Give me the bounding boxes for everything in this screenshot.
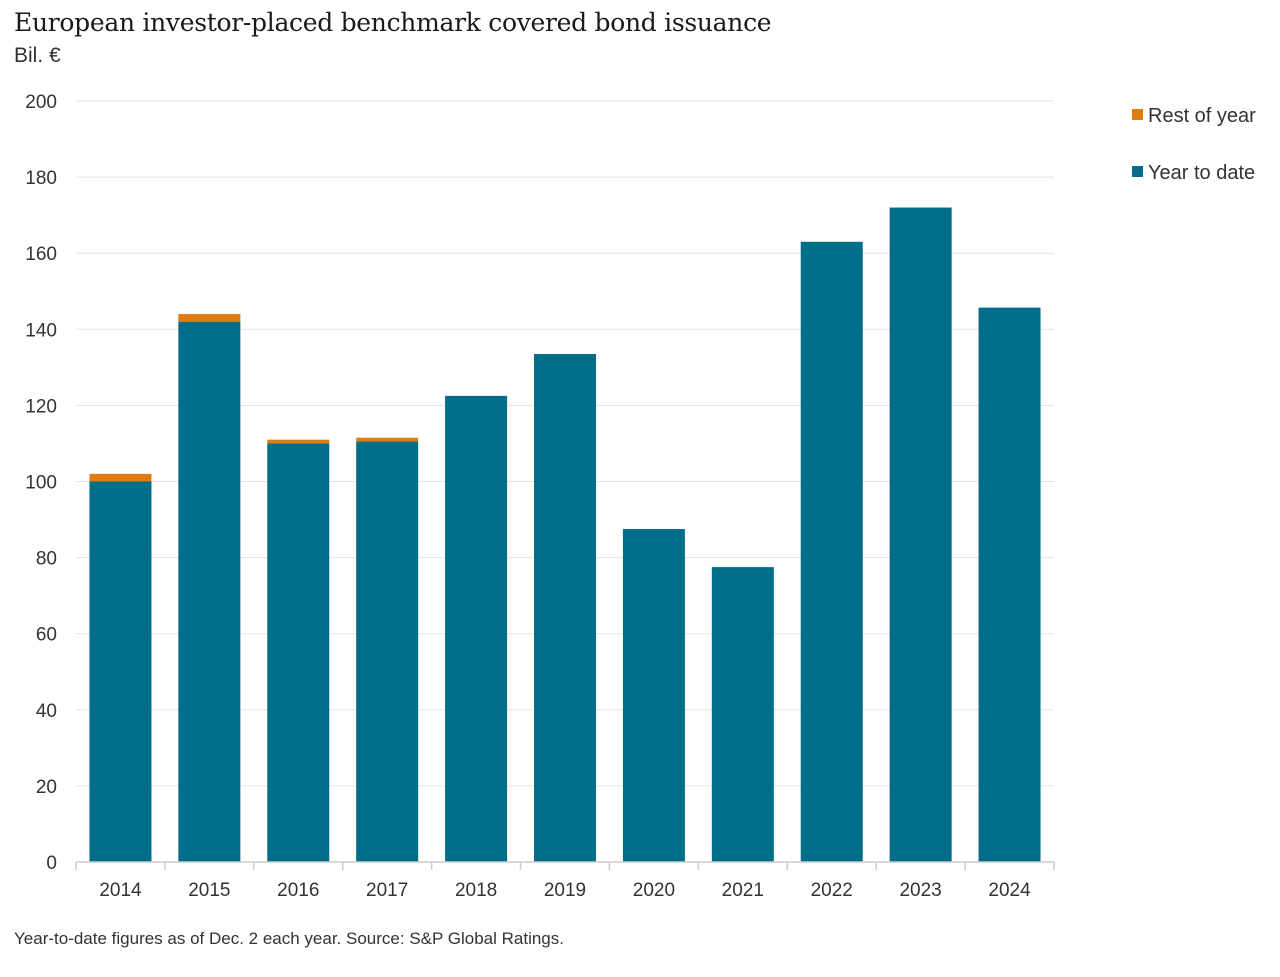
- x-tick-label: 2024: [988, 880, 1031, 901]
- y-tick-label: 180: [25, 168, 57, 189]
- x-axis: 2014 2015 2016 2017 2018 2019 2020 2021 2022 2023…: [75, 861, 1055, 901]
- bar-rest-of-year: [178, 314, 241, 322]
- x-tick-label: 2023: [899, 880, 941, 901]
- y-axis-ticks: 0 20 40 60 80 100 120 140 160 180 200: [25, 92, 57, 874]
- legend: Rest of year Year to date: [1132, 105, 1256, 184]
- bar-year-to-date: [622, 529, 685, 862]
- bar-year-to-date: [178, 321, 241, 862]
- legend-swatch: [1132, 166, 1143, 177]
- legend-swatch: [1132, 109, 1143, 120]
- x-tick-label: 2019: [544, 880, 586, 901]
- bar-year-to-date: [356, 441, 419, 862]
- bar-year-to-date: [89, 481, 152, 862]
- y-tick-label: 140: [25, 320, 57, 341]
- x-tick-label: 2016: [277, 880, 319, 901]
- y-tick-label: 20: [36, 777, 57, 798]
- bar-year-to-date: [978, 307, 1041, 862]
- source-footnote: Year-to-date figures as of Dec. 2 each y…: [14, 929, 564, 948]
- x-tick-label: 2022: [811, 880, 853, 901]
- y-tick-label: 200: [25, 92, 57, 113]
- legend-label: Year to date: [1148, 162, 1255, 184]
- bars: [89, 207, 1041, 863]
- y-tick-label: 160: [25, 244, 57, 265]
- y-tick-label: 100: [25, 473, 57, 494]
- bar-year-to-date: [800, 241, 863, 862]
- bar-year-to-date: [889, 207, 952, 863]
- x-tick-label: 2020: [633, 880, 675, 901]
- y-tick-label: 120: [25, 396, 57, 417]
- bar-year-to-date: [534, 354, 596, 862]
- bar-rest-of-year: [89, 473, 152, 482]
- x-tick-label: 2015: [188, 880, 230, 901]
- x-tick-label: 2017: [366, 880, 408, 901]
- y-tick-label: 60: [36, 625, 57, 646]
- y-tick-label: 80: [36, 549, 57, 570]
- bar-year-to-date: [445, 395, 508, 862]
- y-tick-label: 0: [46, 853, 57, 874]
- bar-year-to-date: [267, 443, 330, 862]
- legend-label: Rest of year: [1148, 105, 1256, 127]
- chart-unit-label: Bil. €: [14, 44, 61, 67]
- bar-rest-of-year: [356, 437, 419, 442]
- chart-title: European investor-placed benchmark cover…: [14, 8, 772, 37]
- bar-year-to-date: [711, 567, 774, 862]
- x-tick-label: 2014: [99, 880, 142, 901]
- y-tick-label: 40: [36, 701, 57, 722]
- x-tick-label: 2021: [722, 880, 764, 901]
- x-tick-label: 2018: [455, 880, 497, 901]
- bar-rest-of-year: [267, 439, 330, 444]
